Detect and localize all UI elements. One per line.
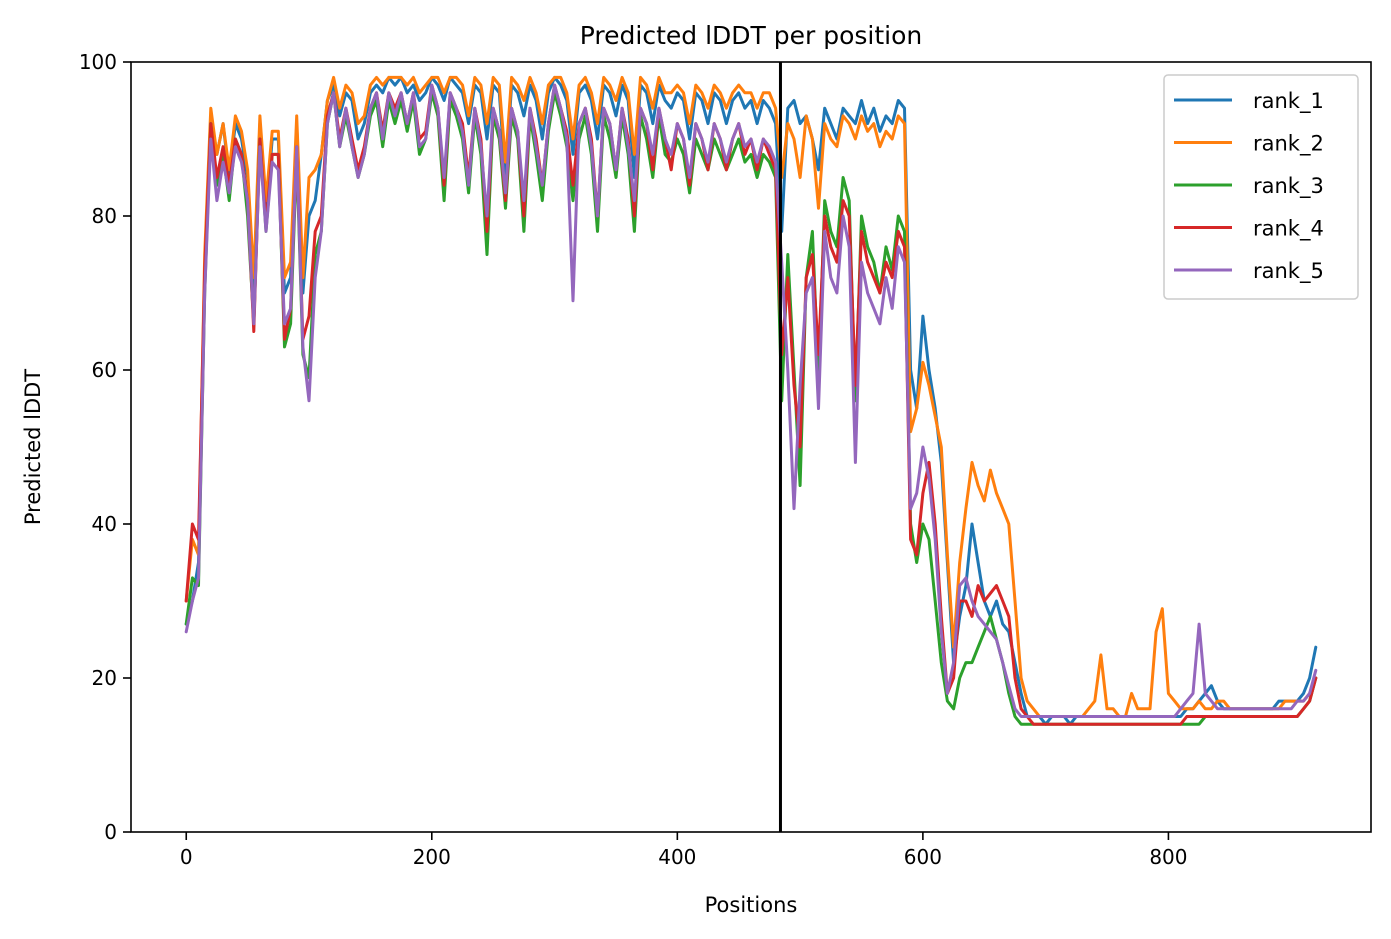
chart-title: Predicted lDDT per position (580, 21, 922, 50)
y-tick-label: 20 (92, 666, 117, 690)
legend-label: rank_3 (1253, 174, 1324, 199)
legend-box (1163, 74, 1359, 300)
x-tick-label: 0 (180, 845, 193, 869)
y-tick-label: 40 (92, 512, 117, 536)
y-tick-label: 60 (92, 358, 117, 382)
y-tick-label: 0 (104, 820, 117, 844)
y-axis-label: Predicted lDDT (21, 369, 45, 525)
plot-frame (130, 61, 1372, 833)
legend: rank_1 rank_2 rank_3 rank_4 rank_5 (1163, 74, 1359, 300)
series-line-rank-5 (184, 83, 1318, 718)
x-tick-label: 600 (904, 845, 942, 869)
x-axis-label: Positions (705, 893, 798, 917)
legend-label: rank_5 (1253, 259, 1324, 284)
y-tick-label: 100 (79, 50, 117, 74)
legend-label: rank_1 (1253, 89, 1324, 114)
plot-lines (184, 75, 1318, 726)
series-line-rank-2 (184, 75, 1318, 718)
x-axis: 0 200 400 600 800 (180, 832, 1188, 869)
x-tick-label: 800 (1149, 845, 1187, 869)
y-axis: 0 20 40 60 80 100 (79, 50, 131, 844)
y-tick-label: 80 (92, 204, 117, 228)
legend-label: rank_2 (1253, 132, 1324, 157)
legend-label: rank_4 (1253, 217, 1324, 242)
x-tick-label: 200 (413, 845, 451, 869)
x-tick-label: 400 (658, 845, 696, 869)
